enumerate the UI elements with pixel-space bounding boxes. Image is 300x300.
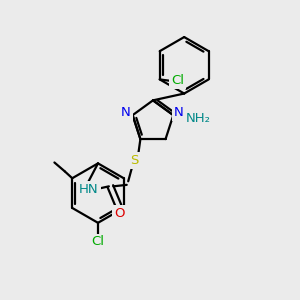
Text: O: O	[114, 207, 124, 220]
Text: S: S	[130, 154, 139, 167]
Text: N: N	[174, 106, 184, 119]
Text: N: N	[121, 106, 131, 119]
Text: Cl: Cl	[92, 235, 104, 248]
Text: HN: HN	[79, 183, 99, 196]
Text: NH₂: NH₂	[185, 112, 211, 124]
Text: Cl: Cl	[171, 74, 184, 87]
